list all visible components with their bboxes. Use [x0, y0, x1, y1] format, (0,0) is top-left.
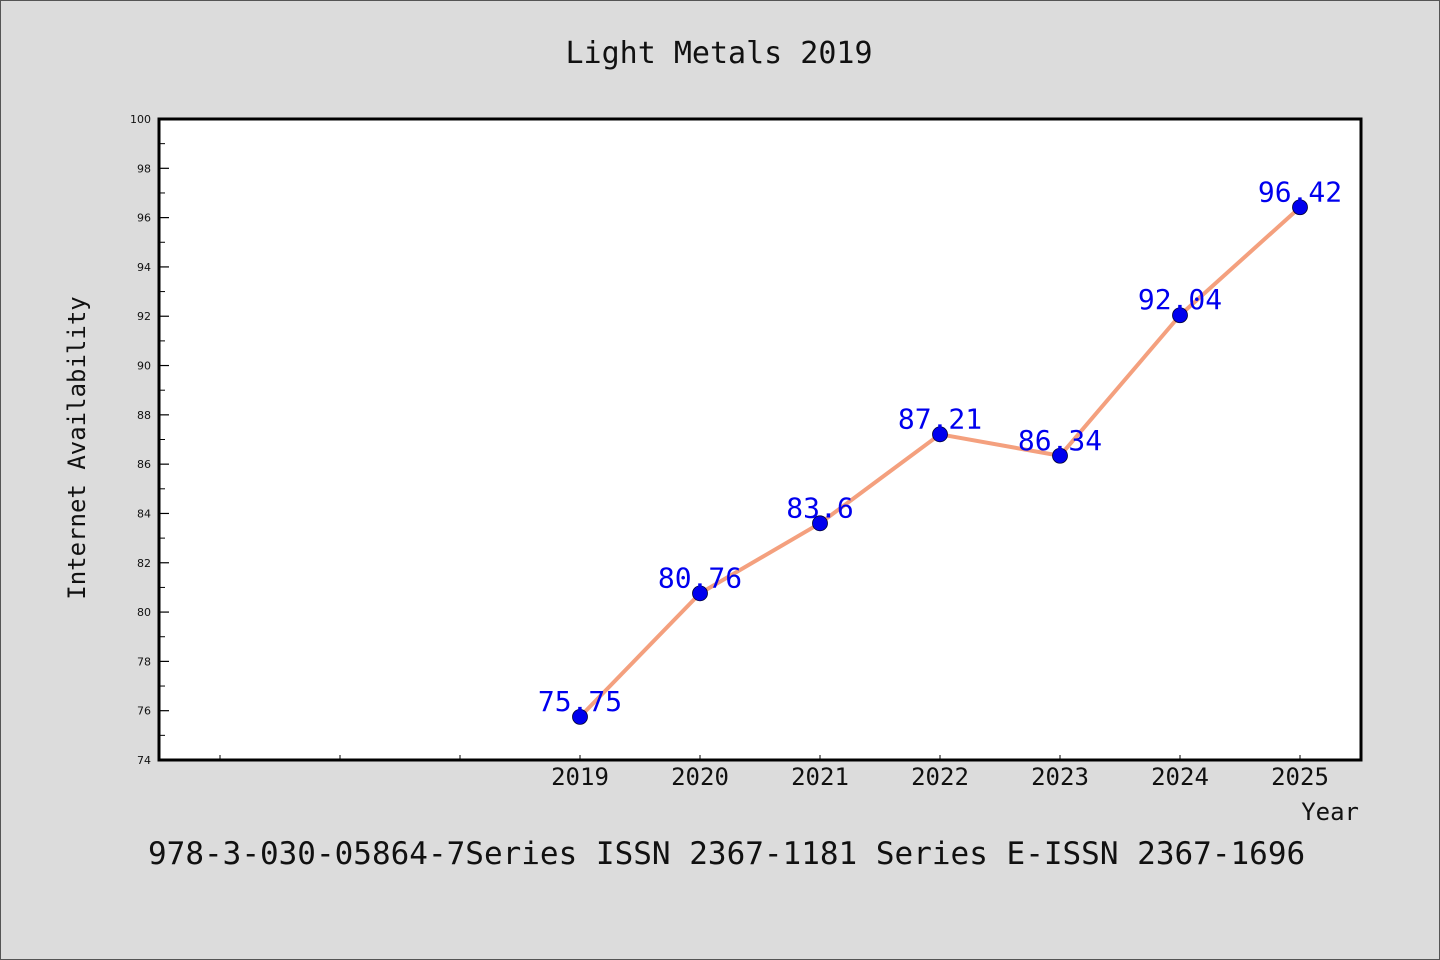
y-tick-label: 74	[137, 754, 151, 767]
data-label: 83.6	[786, 491, 853, 524]
y-tick-label: 96	[137, 212, 151, 225]
data-label: 87.21	[898, 402, 982, 435]
data-label: 80.76	[658, 561, 742, 594]
y-tick-label: 94	[137, 261, 151, 274]
x-tick-label: 2019	[551, 763, 609, 791]
x-axis-ticks: 2019 2020 2021 2022 2023 2024 2025	[219, 755, 1329, 791]
y-tick-label: 86	[137, 458, 151, 471]
data-label: 75.75	[538, 685, 622, 718]
y-tick-label: 82	[137, 557, 151, 570]
y-tick-label: 100	[130, 113, 151, 126]
y-tick-label: 76	[137, 705, 151, 718]
x-tick-label: 2024	[1151, 763, 1209, 791]
data-point	[692, 585, 708, 602]
x-tick-label: 2021	[791, 763, 849, 791]
data-label: 92.04	[1138, 283, 1222, 316]
y-tick-label: 80	[137, 606, 151, 619]
plot-area	[157, 117, 1363, 762]
data-point	[1172, 307, 1188, 324]
data-point	[572, 708, 588, 725]
data-point	[812, 515, 828, 532]
y-tick-label: 88	[137, 409, 151, 422]
y-axis-label: Internet Availability	[63, 296, 91, 599]
y-axis-ticks: 74 76 78 80 82 84 86 88 90 92 94 96 98 100	[130, 113, 169, 767]
y-tick-label: 84	[137, 507, 151, 520]
x-tick-label: 2023	[1031, 763, 1089, 791]
footer-text: 978-3-030-05864-7Series ISSN 2367-1181 S…	[148, 836, 1305, 872]
y-tick-label: 92	[137, 310, 151, 323]
y-tick-label: 98	[137, 162, 151, 175]
data-point	[932, 426, 948, 443]
chart-title: Light Metals 2019	[565, 36, 872, 71]
data-point	[1292, 199, 1308, 216]
x-tick-label: 2025	[1271, 763, 1329, 791]
y-tick-label: 78	[137, 655, 151, 668]
y-tick-label: 90	[137, 360, 151, 373]
data-label: 96.42	[1258, 175, 1342, 208]
x-tick-label: 2022	[911, 763, 969, 791]
x-tick-label: 2020	[671, 763, 729, 791]
data-label: 86.34	[1018, 424, 1102, 457]
data-point	[1052, 447, 1068, 464]
x-axis-label: Year	[1301, 798, 1359, 826]
series-group: 75.75 80.76 83.6 87.21 86.34 92.04 96.42	[538, 175, 1342, 725]
